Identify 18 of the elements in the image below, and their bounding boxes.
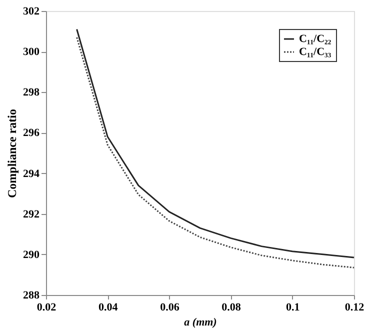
legend-label: C₁₁/C₃₃	[299, 46, 332, 58]
x-tick-label: 0.12	[344, 302, 365, 314]
y-axis-title: Compliance ratio	[5, 109, 19, 198]
y-tick-label: 302	[23, 6, 40, 18]
y-tick-label: 296	[23, 127, 40, 140]
legend-label: C₁₁/C₂₂	[299, 33, 332, 45]
x-tick-label: 0.1	[286, 302, 300, 314]
y-tick-label: 290	[23, 248, 40, 261]
y-tick-label: 298	[23, 86, 40, 99]
y-tick-label: 292	[23, 208, 40, 220]
x-axis-title: a (mm)	[184, 316, 217, 328]
y-tick-label: 300	[23, 46, 40, 58]
y-tick-label: 288	[23, 290, 40, 302]
x-tick-label: 0.08	[222, 302, 242, 314]
x-tick-label: 0.06	[160, 302, 180, 314]
x-tick-label: 0.02	[36, 302, 57, 314]
y-tick-label: 294	[23, 168, 40, 180]
x-tick-label: 0.04	[98, 302, 118, 314]
